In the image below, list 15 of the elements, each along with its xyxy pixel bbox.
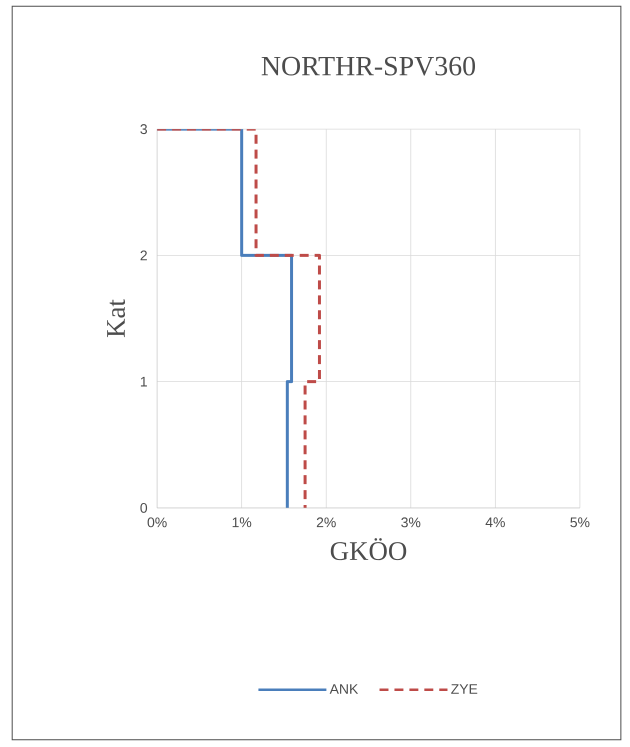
y-tick-label: 1 (140, 376, 147, 386)
y-tick-label: 2 (140, 250, 147, 260)
x-tick-label: 4% (486, 517, 505, 528)
x-tick-label: 5% (570, 517, 590, 528)
legend-label: ZYE (451, 684, 478, 694)
chart-title: NORTHR-SPV360 (262, 56, 476, 76)
x-tick-label: 0% (148, 517, 167, 528)
x-tick-label: 2% (316, 517, 336, 528)
y-tick-label: 0 (140, 502, 148, 513)
x-axis-title: GKÖO (330, 538, 406, 560)
y-tick-label: 3 (140, 124, 147, 134)
y-axis-title: Kat (107, 299, 126, 338)
x-tick-label: 1% (232, 517, 252, 528)
x-tick-label: 3% (401, 517, 420, 528)
legend-label: ANK (330, 684, 358, 694)
